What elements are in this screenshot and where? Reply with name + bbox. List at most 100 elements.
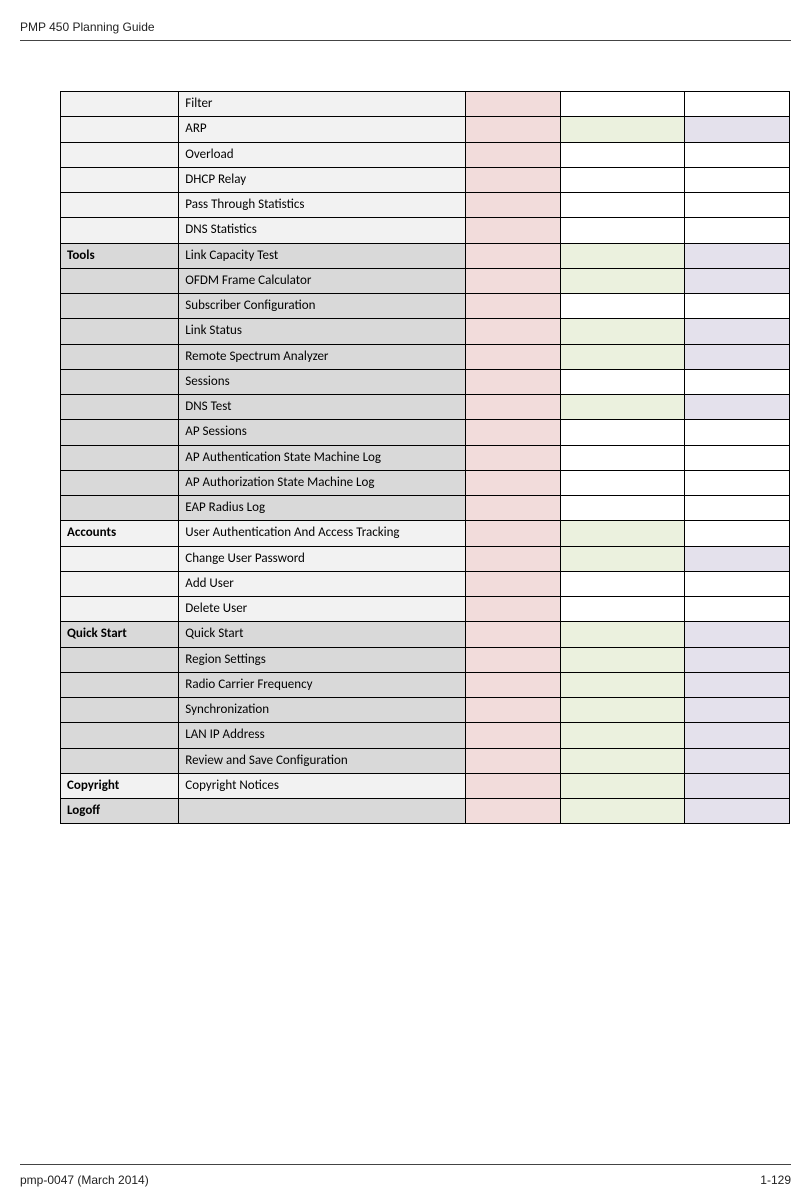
table-cell — [465, 546, 561, 571]
table-cell — [61, 546, 179, 571]
table-cell — [684, 597, 789, 622]
table-cell — [684, 799, 789, 824]
table-row: Review and Save Configuration — [61, 748, 790, 773]
table-cell — [561, 294, 684, 319]
table-cell: AP Sessions — [179, 420, 465, 445]
table-cell: Radio Carrier Frequency — [179, 672, 465, 697]
table-cell — [561, 597, 684, 622]
table-cell — [561, 496, 684, 521]
table-cell — [684, 445, 789, 470]
table-cell — [465, 243, 561, 268]
table-row: ToolsLink Capacity Test — [61, 243, 790, 268]
table-cell — [465, 748, 561, 773]
table-cell — [684, 243, 789, 268]
table-cell — [561, 546, 684, 571]
table-cell: Quick Start — [61, 622, 179, 647]
table-cell — [61, 117, 179, 142]
table-cell — [61, 571, 179, 596]
table-cell — [561, 243, 684, 268]
table-cell — [465, 647, 561, 672]
table-row: Radio Carrier Frequency — [61, 672, 790, 697]
table-cell: Sessions — [179, 369, 465, 394]
table-cell — [61, 597, 179, 622]
table-cell — [561, 395, 684, 420]
table-cell — [684, 319, 789, 344]
table-cell: Change User Password — [179, 546, 465, 571]
table-cell — [465, 218, 561, 243]
table-cell — [61, 698, 179, 723]
table-cell: AP Authorization State Machine Log — [179, 470, 465, 495]
table-row: DNS Test — [61, 395, 790, 420]
table-cell: Subscriber Configuration — [179, 294, 465, 319]
table-cell — [465, 344, 561, 369]
table-row: Add User — [61, 571, 790, 596]
table-cell — [61, 218, 179, 243]
table-cell — [61, 142, 179, 167]
table-cell — [465, 167, 561, 192]
table-cell — [684, 647, 789, 672]
table-cell — [684, 117, 789, 142]
table-cell — [465, 395, 561, 420]
table-cell: LAN IP Address — [179, 723, 465, 748]
table-cell — [684, 773, 789, 798]
table-cell — [465, 319, 561, 344]
table-cell — [684, 294, 789, 319]
table-cell: User Authentication And Access Tracking — [179, 521, 465, 546]
table-cell — [465, 773, 561, 798]
table-cell: Pass Through Statistics — [179, 193, 465, 218]
table-cell — [561, 142, 684, 167]
table-row: DHCP Relay — [61, 167, 790, 192]
table-cell — [684, 698, 789, 723]
table-cell — [684, 92, 789, 117]
table-cell — [684, 420, 789, 445]
footer-left: pmp-0047 (March 2014) — [20, 1173, 149, 1187]
table-row: AccountsUser Authentication And Access T… — [61, 521, 790, 546]
table-cell — [684, 218, 789, 243]
table-cell: Review and Save Configuration — [179, 748, 465, 773]
table-cell — [561, 521, 684, 546]
table-row: Logoff — [61, 799, 790, 824]
table-cell — [465, 193, 561, 218]
table-cell — [465, 799, 561, 824]
table-cell — [61, 369, 179, 394]
table-cell: Delete User — [179, 597, 465, 622]
table-cell: DHCP Relay — [179, 167, 465, 192]
table-cell — [465, 142, 561, 167]
table-cell — [561, 647, 684, 672]
table-cell — [465, 268, 561, 293]
table-cell — [465, 672, 561, 697]
table-cell: Filter — [179, 92, 465, 117]
table-cell — [684, 167, 789, 192]
table-row: OFDM Frame Calculator — [61, 268, 790, 293]
table-cell — [61, 167, 179, 192]
table-cell — [61, 672, 179, 697]
table-cell — [561, 167, 684, 192]
table-cell: Logoff — [61, 799, 179, 824]
table-cell — [684, 672, 789, 697]
table-cell — [465, 369, 561, 394]
table-cell — [61, 445, 179, 470]
table-row: CopyrightCopyright Notices — [61, 773, 790, 798]
table-cell — [561, 622, 684, 647]
table-row: Overload — [61, 142, 790, 167]
table-row: AP Authorization State Machine Log — [61, 470, 790, 495]
table-cell: Remote Spectrum Analyzer — [179, 344, 465, 369]
table-row: Remote Spectrum Analyzer — [61, 344, 790, 369]
table-cell — [61, 268, 179, 293]
table-cell — [561, 193, 684, 218]
table-cell — [61, 319, 179, 344]
table-cell: Synchronization — [179, 698, 465, 723]
table-cell: OFDM Frame Calculator — [179, 268, 465, 293]
table-cell — [465, 420, 561, 445]
page-header-title: PMP 450 Planning Guide — [20, 20, 791, 41]
table-row: Link Status — [61, 319, 790, 344]
table-row: LAN IP Address — [61, 723, 790, 748]
footer-right: 1-129 — [760, 1173, 791, 1187]
table-cell — [465, 597, 561, 622]
table-cell — [684, 571, 789, 596]
table-cell — [561, 723, 684, 748]
table-cell — [684, 723, 789, 748]
table-row: AP Sessions — [61, 420, 790, 445]
table-cell — [684, 268, 789, 293]
table-row: Filter — [61, 92, 790, 117]
